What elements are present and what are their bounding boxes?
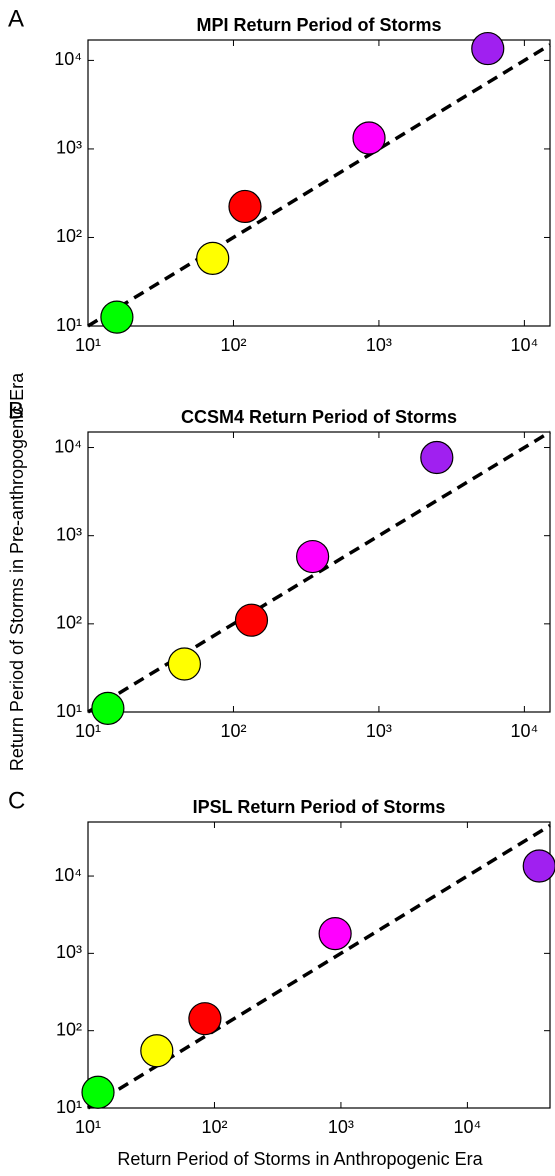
y-tick-label: 10¹ — [56, 1097, 82, 1117]
x-tick-label: 10¹ — [75, 335, 101, 355]
point — [188, 1002, 222, 1036]
y-tick-label: 10³ — [56, 942, 82, 962]
x-tick-label: 10⁴ — [511, 335, 539, 355]
point — [140, 1034, 174, 1068]
panel-label: A — [8, 5, 24, 32]
point — [318, 917, 352, 951]
y-tick-label: 10³ — [56, 138, 82, 158]
point — [234, 603, 269, 637]
panel-label: C — [8, 787, 25, 814]
y-tick-label: 10⁴ — [54, 436, 82, 456]
chart-title: CCSM4 Return Period of Storms — [181, 407, 457, 427]
chart-title: IPSL Return Period of Storms — [193, 797, 446, 817]
identity-line — [87, 43, 551, 328]
chart-title: MPI Return Period of Storms — [196, 15, 441, 35]
point — [100, 300, 134, 334]
point — [471, 31, 505, 66]
point — [196, 241, 230, 276]
x-tick-label: 10³ — [366, 335, 392, 355]
y-tick-label: 10⁴ — [54, 49, 82, 69]
point — [91, 691, 125, 725]
y-tick-label: 10³ — [56, 524, 82, 544]
x-tick-label: 10³ — [366, 721, 392, 741]
point — [420, 440, 454, 475]
point — [228, 189, 262, 224]
y-tick-label: 10² — [56, 613, 82, 633]
x-axis-label: Return Period of Storms in Anthropogenic… — [117, 1149, 483, 1169]
x-tick-label: 10² — [220, 335, 246, 355]
x-tick-label: 10⁴ — [454, 1117, 482, 1137]
y-tick-label: 10⁴ — [54, 865, 82, 885]
x-tick-label: 10¹ — [75, 1117, 101, 1137]
y-tick-label: 10¹ — [56, 701, 82, 721]
y-tick-label: 10² — [56, 1019, 82, 1039]
point — [352, 121, 386, 155]
y-tick-label: 10¹ — [56, 315, 82, 335]
y-axis-label: Return Period of Storms in Pre-anthropog… — [7, 372, 27, 771]
x-tick-label: 10² — [201, 1117, 227, 1137]
identity-line — [87, 430, 551, 714]
point — [522, 849, 555, 883]
panel-label: B — [8, 397, 24, 424]
point — [296, 539, 330, 574]
y-tick-label: 10² — [56, 226, 82, 246]
point — [167, 647, 202, 681]
x-tick-label: 10³ — [328, 1117, 354, 1137]
x-tick-label: 10¹ — [75, 721, 101, 741]
point — [81, 1075, 115, 1109]
x-tick-label: 10⁴ — [511, 721, 539, 741]
x-tick-label: 10² — [220, 721, 246, 741]
